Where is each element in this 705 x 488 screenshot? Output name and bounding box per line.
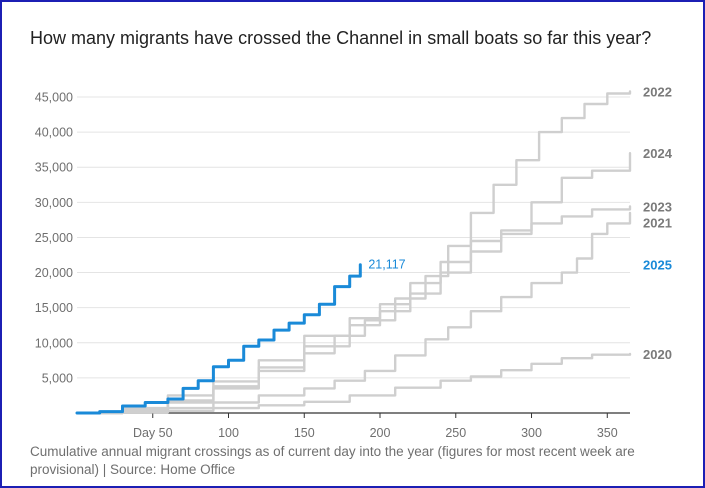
series-line-2021	[75, 211, 632, 415]
line-chart: 5,000 10,000 15,000 20,000 25,000 30,000 35,00…	[35, 84, 673, 441]
series-label-2021: 2021	[643, 216, 672, 231]
x-tick-label: 350	[597, 426, 618, 440]
y-tick-label: 30,000	[35, 196, 73, 210]
gridlines	[77, 96, 630, 414]
x-tick-label: Day 50	[133, 426, 173, 440]
series-label-2020: 2020	[643, 347, 672, 362]
y-tick-label: 10,000	[35, 336, 73, 350]
y-tick-label: 40,000	[35, 126, 73, 140]
y-tick-label: 15,000	[35, 301, 73, 315]
series-line-2025	[75, 263, 362, 415]
series-line-2020	[75, 352, 632, 415]
series-label-2023: 2023	[643, 200, 672, 215]
data-label-2025: 21,117	[368, 258, 405, 272]
x-tick-label: 250	[445, 426, 466, 440]
x-tick-label: 150	[294, 426, 315, 440]
series-label-2024: 2024	[643, 146, 673, 161]
x-tick-label: 200	[370, 426, 391, 440]
series-label-2025: 2025	[643, 258, 672, 273]
axis-ticks: 5,000 10,000 15,000 20,000 25,000 30,000 35,00…	[35, 91, 618, 441]
y-tick-label: 45,000	[35, 91, 73, 105]
y-tick-label: 25,000	[35, 231, 73, 245]
y-tick-label: 20,000	[35, 266, 73, 280]
y-tick-label: 35,000	[35, 161, 73, 175]
series-line-2024	[75, 152, 632, 415]
chart-title: How many migrants have crossed the Chann…	[30, 28, 652, 48]
series-lines	[75, 90, 632, 415]
x-tick-label: 100	[218, 426, 239, 440]
x-tick-label: 300	[521, 426, 542, 440]
chart-caption: Cumulative annual migrant crossings as o…	[30, 444, 635, 477]
series-line-2023	[75, 205, 632, 415]
series-label-2022: 2022	[643, 84, 672, 99]
y-tick-label: 5,000	[42, 371, 73, 385]
